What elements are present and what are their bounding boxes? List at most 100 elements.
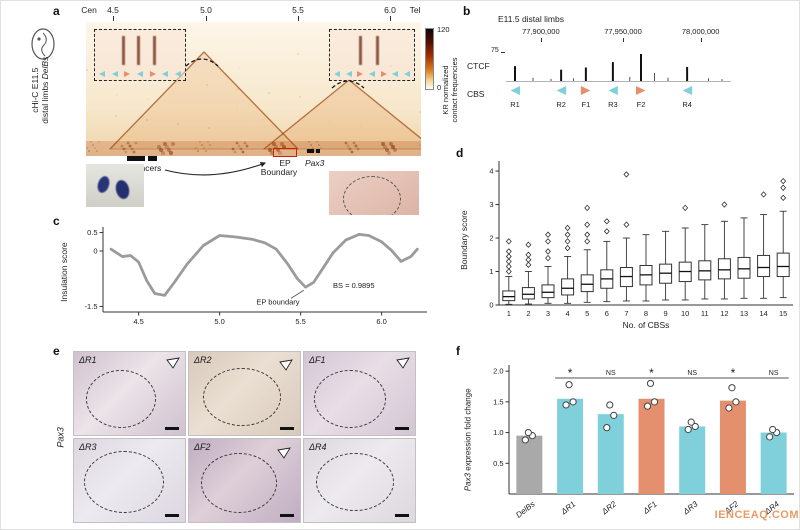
panel-a-side-label: cHi-C E11.5 distal limbs DelBs bbox=[30, 15, 50, 165]
coordinate-tick bbox=[540, 38, 542, 42]
mini-cbs-arrow-row bbox=[99, 70, 181, 78]
a-axis-tickmark bbox=[206, 16, 207, 21]
scale-bar bbox=[280, 427, 294, 430]
a-axis-tickmark bbox=[113, 16, 114, 21]
arrowhead-icon bbox=[277, 447, 291, 459]
panel-c-label: c bbox=[53, 214, 60, 228]
panel-b-label: b bbox=[463, 4, 471, 18]
svg-text:*: * bbox=[568, 366, 573, 380]
hic-inset-right bbox=[329, 29, 415, 81]
bar-ΔF1 bbox=[638, 398, 665, 494]
a-axis-tick: 5.0 bbox=[200, 5, 212, 15]
svg-text:0: 0 bbox=[93, 247, 97, 256]
ctcf-ymax-tick bbox=[501, 52, 505, 53]
cbs-arrows: R1 R2 F1 R3 F2 R4 bbox=[510, 86, 693, 109]
mini-cbs-arrow-icon bbox=[380, 71, 387, 77]
mini-cbs-arrow-icon bbox=[99, 71, 105, 77]
svg-text:15: 15 bbox=[779, 309, 787, 318]
limb-outline bbox=[203, 368, 281, 426]
mini-cbs-arrow-icon bbox=[368, 71, 375, 77]
svg-text:1: 1 bbox=[489, 267, 493, 276]
coordinate-tick bbox=[700, 38, 702, 42]
mini-cbs-arrow-icon bbox=[174, 71, 181, 77]
bar-ΔR4 bbox=[760, 432, 787, 494]
contact-streak bbox=[376, 36, 380, 65]
mini-cbs-arrow-icon bbox=[111, 71, 118, 77]
ylabel-gene: Pax3 bbox=[463, 472, 473, 492]
genomic-coordinate: 77,900,000 bbox=[522, 27, 560, 36]
scale-bar bbox=[165, 427, 179, 430]
colorbar-min: 0 bbox=[437, 83, 442, 92]
wish-image-ΔF2: ΔF2 bbox=[188, 438, 301, 523]
side-label-line1: cHi-C E11.5 bbox=[29, 67, 40, 113]
svg-text:*: * bbox=[731, 366, 736, 380]
bar-ΔR2 bbox=[597, 414, 624, 494]
mini-cbs-arrow-icon bbox=[357, 71, 364, 77]
svg-text:1.5: 1.5 bbox=[493, 397, 503, 406]
svg-text:EP boundary: EP boundary bbox=[256, 298, 299, 307]
contact-streak bbox=[359, 36, 363, 65]
mini-cbs-arrow-icon bbox=[162, 71, 169, 77]
svg-text:5.5: 5.5 bbox=[295, 317, 305, 326]
side-label-line2: distal limbs bbox=[40, 79, 50, 124]
svg-text:R4: R4 bbox=[682, 100, 692, 109]
panel-b-title: E11.5 distal limbs bbox=[498, 14, 564, 24]
svg-text:4.5: 4.5 bbox=[133, 317, 143, 326]
scale-bar bbox=[395, 427, 409, 430]
boundary-score-ylabel: Boundary score bbox=[458, 210, 469, 270]
svg-text:9: 9 bbox=[664, 309, 668, 318]
limb-outline bbox=[316, 453, 394, 511]
svg-text:ΔR1: ΔR1 bbox=[559, 499, 578, 516]
box-14 bbox=[757, 254, 771, 278]
hic-inset-left bbox=[94, 29, 186, 81]
colorbar-label: KR normalized contact frequencies bbox=[441, 25, 459, 155]
tile-label: ΔR1 bbox=[79, 355, 97, 365]
svg-text:5: 5 bbox=[585, 309, 589, 318]
svg-text:4: 4 bbox=[489, 167, 493, 176]
panel-d-label: d bbox=[456, 146, 464, 160]
svg-text:3: 3 bbox=[489, 200, 493, 209]
wish-image-ΔR3: ΔR3 bbox=[73, 438, 186, 523]
limb-outline bbox=[314, 370, 386, 428]
panel-e-label: e bbox=[53, 344, 60, 358]
svg-text:1.0: 1.0 bbox=[493, 428, 503, 437]
svg-text:NS: NS bbox=[769, 370, 779, 377]
cbs-arrow-R1 bbox=[510, 86, 520, 95]
mini-cbs-arrow-icon bbox=[136, 71, 143, 77]
bar-DelBs bbox=[516, 435, 543, 494]
svg-text:BS = 0.9895: BS = 0.9895 bbox=[333, 281, 375, 290]
ctcf-track bbox=[506, 54, 731, 82]
scale-bar bbox=[280, 514, 294, 517]
panel-f-label: f bbox=[456, 344, 460, 358]
embryo-photo bbox=[329, 171, 419, 215]
svg-text:NS: NS bbox=[606, 370, 616, 377]
interaction-arrow bbox=[164, 161, 267, 176]
a-axis-tickmark bbox=[390, 16, 391, 21]
mini-cbs-arrow-icon bbox=[124, 71, 131, 77]
mini-cbs-arrow-icon bbox=[403, 71, 410, 77]
arrowhead-icon bbox=[279, 359, 293, 371]
limb-outline bbox=[201, 453, 277, 513]
bar-ΔR3 bbox=[679, 426, 706, 494]
svg-text:12: 12 bbox=[720, 309, 728, 318]
cbs-arrow-F2 bbox=[636, 86, 646, 95]
insulation-score-plot: 0.5 0 -1.5 4.5 5.0 5.5 6.0 BS = 0.9895 EP bounda… bbox=[85, 227, 427, 326]
box-4 bbox=[561, 278, 575, 296]
a-axis-tick: 4.5 bbox=[107, 5, 119, 15]
svg-text:11: 11 bbox=[701, 309, 709, 318]
a-axis-tick: Tel bbox=[409, 5, 421, 15]
side-label-genotype: DelBs bbox=[40, 56, 50, 80]
ep-label: EP bbox=[279, 158, 291, 168]
contact-streak bbox=[152, 36, 156, 65]
lacz-limb-photo bbox=[86, 164, 144, 207]
ylabel-rest: expression fold change bbox=[463, 388, 473, 473]
bar-ΔF2 bbox=[719, 400, 746, 494]
embryo-icon bbox=[31, 28, 55, 60]
limb-outline bbox=[84, 451, 164, 513]
boundary-label: Boundary bbox=[260, 167, 298, 177]
pax3-gene-label: Pax3 bbox=[305, 158, 325, 168]
svg-text:6.0: 6.0 bbox=[376, 317, 386, 326]
box-2 bbox=[521, 287, 535, 300]
svg-text:5.0: 5.0 bbox=[214, 317, 224, 326]
